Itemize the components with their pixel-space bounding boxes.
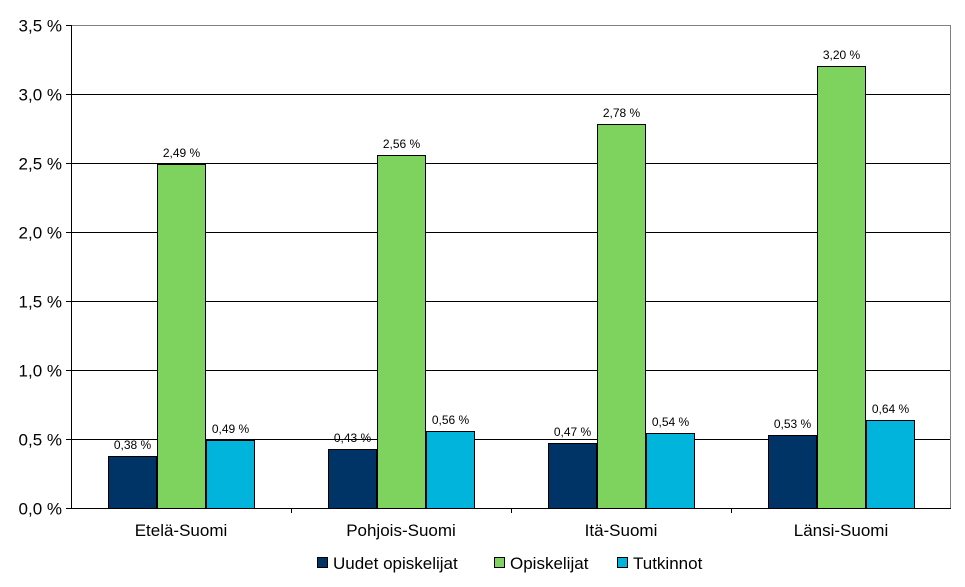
- data-label: 0,54 %: [652, 415, 690, 429]
- y-axis-tick-labels: 0,0 % 0,5 % 1,0 % 1,5 % 2,0 % 2,5 % 3,0 % 3,5 %: [19, 17, 62, 519]
- bar-opiskelijat: [597, 124, 646, 509]
- x-tick-label: Itä-Suomi: [585, 521, 658, 540]
- bar-uudet-opiskelijat: [328, 449, 377, 509]
- legend-label: Uudet opiskelijat: [333, 554, 458, 573]
- bar-tutkinnot: [866, 420, 915, 509]
- x-axis-tick-labels: Etelä-Suomi Pohjois-Suomi Itä-Suomi Länsi-S…: [135, 521, 889, 540]
- x-tick-label: Etelä-Suomi: [135, 521, 228, 540]
- data-label: 3,20 %: [823, 48, 861, 62]
- y-tick-label: 2,5 %: [19, 155, 62, 174]
- data-label: 0,53 %: [774, 417, 812, 431]
- bars: [108, 66, 915, 509]
- bar-tutkinnot: [646, 433, 695, 509]
- bar-opiskelijat: [157, 164, 206, 509]
- x-tick-label: Pohjois-Suomi: [346, 521, 456, 540]
- y-tick-label: 1,0 %: [19, 362, 62, 381]
- y-tick-label: 3,5 %: [19, 17, 62, 36]
- data-label: 0,56 %: [432, 413, 470, 427]
- bar-opiskelijat: [817, 66, 866, 509]
- y-tick-label: 2,0 %: [19, 224, 62, 243]
- data-label: 0,43 %: [334, 431, 372, 445]
- bar-opiskelijat: [377, 155, 426, 509]
- data-label: 2,49 %: [163, 146, 201, 160]
- x-tick-label: Länsi-Suomi: [794, 521, 889, 540]
- data-label: 2,56 %: [383, 137, 421, 151]
- legend-label: Tutkinnot: [633, 554, 703, 573]
- bar-tutkinnot: [426, 431, 475, 509]
- legend-swatch: [317, 557, 328, 568]
- bar-tutkinnot: [206, 440, 255, 509]
- legend-swatch: [617, 557, 628, 568]
- data-label: 0,47 %: [554, 425, 592, 439]
- bar-uudet-opiskelijat: [768, 435, 817, 509]
- data-label: 0,49 %: [212, 422, 250, 436]
- legend-label: Opiskelijat: [510, 554, 589, 573]
- data-label: 0,64 %: [872, 402, 910, 416]
- bar-uudet-opiskelijat: [548, 443, 597, 509]
- y-tick-label: 1,5 %: [19, 293, 62, 312]
- y-tick-label: 0,5 %: [19, 431, 62, 450]
- data-label: 0,38 %: [114, 438, 152, 452]
- data-label: 2,78 %: [603, 106, 641, 120]
- bar-uudet-opiskelijat: [108, 456, 157, 509]
- y-tick-label: 0,0 %: [19, 500, 62, 519]
- axes: [66, 25, 951, 513]
- legend: Uudet opiskelijat Opiskelijat Tutkinnot: [317, 554, 703, 573]
- legend-swatch: [494, 557, 505, 568]
- data-labels: 0,38 % 2,49 % 0,49 % 0,43 % 2,56 % 0,56 % 0,47…: [114, 48, 910, 452]
- y-tick-label: 3,0 %: [19, 86, 62, 105]
